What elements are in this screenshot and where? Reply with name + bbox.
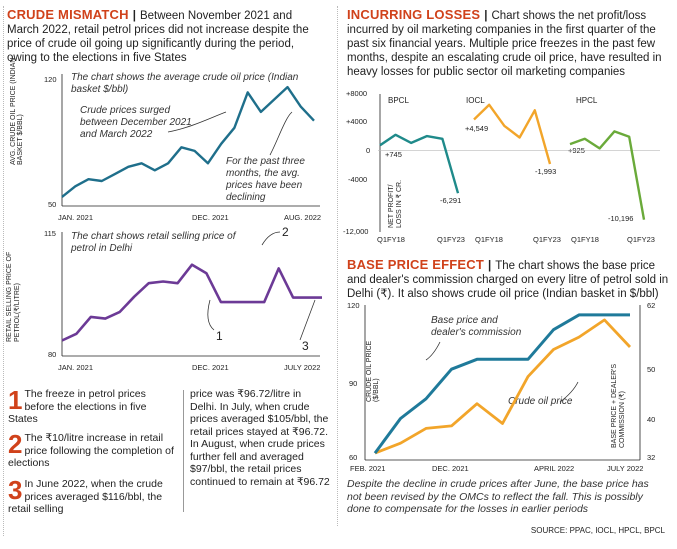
note-1-text: The freeze in petrol prices before the e… [8, 388, 147, 425]
chart1-ymax: 120 [44, 75, 57, 84]
losses-ytick-4: -12,000 [343, 227, 369, 236]
bpcl-first-value: +745 [385, 150, 402, 159]
marker-1: 1 [216, 329, 223, 343]
chart1-x0: JAN. 2021 [58, 213, 94, 222]
losses-ytick-1: +4000 [346, 117, 368, 126]
base-header: BASE PRICE EFFECT | The chart shows the ba… [347, 257, 669, 301]
losses-intro: Chart shows the net profit/loss incurred… [347, 10, 662, 78]
bpcl-x1: Q1FY23 [437, 235, 465, 244]
notes-col-divider [183, 390, 184, 512]
chart2-note: The chart shows retail selling price of … [71, 231, 236, 254]
note-3-text: In June 2022, when the crude prices aver… [8, 478, 163, 515]
note-3: 3 In June 2022, when the crude prices ave… [8, 475, 180, 516]
chart2-x1: DEC. 2021 [192, 363, 229, 372]
chart2-ymax: 115 [44, 229, 56, 238]
note-3-number: 3 [8, 475, 23, 505]
base-right-tick-3: 32 [647, 453, 656, 462]
base-right-tick-0: 62 [647, 301, 656, 310]
chart2-arrow-1 [207, 299, 215, 331]
iocl-last-value: -1,993 [535, 167, 557, 176]
crude-intro: Between November 2021 and March 2022, re… [7, 10, 309, 64]
note-2-number: 2 [8, 429, 23, 459]
base-x2: APRIL 2022 [534, 464, 575, 473]
losses-ytick-0: +8000 [346, 89, 368, 98]
marker-3: 3 [302, 339, 309, 353]
crude-header: CRUDE MISMATCH | Between November 2021 and… [7, 7, 309, 65]
note-1: 1 The freeze in petrol prices before the … [8, 385, 178, 426]
chart1-arrow-surge [167, 111, 227, 133]
base-left-tick-0: 120 [347, 301, 360, 310]
hpcl-last-value: -10,196 [608, 214, 634, 223]
base-intro: The chart shows the base price and deale… [347, 260, 669, 300]
losses-kicker: INCURRING LOSSES [347, 7, 481, 22]
base-footnote: Despite the decline in crude prices afte… [347, 478, 649, 515]
losses-line-hpcl [569, 130, 646, 220]
losses-ytick-3: -4000 [348, 175, 368, 184]
chart1-annotation-decline: For the past three months, the avg. pric… [226, 156, 305, 203]
base-x1: DEC. 2021 [432, 464, 469, 473]
chart2-x2: JULY 2022 [284, 363, 321, 372]
base-left-tick-2: 60 [349, 453, 358, 462]
chart1-arrow-decline [269, 111, 293, 156]
chart2-arrow-2 [261, 231, 281, 246]
chart1-note: The chart shows the average crude oil pr… [71, 72, 299, 95]
base-arrow-base [425, 341, 441, 361]
center-divider [337, 6, 338, 526]
note-2: 2 The ₹10/litre increase in retail price … [8, 429, 183, 470]
base-x0: FEB. 2021 [350, 464, 386, 473]
hpcl-x1: Q1FY23 [627, 235, 655, 244]
losses-line-bpcl [379, 133, 460, 194]
left-divider [3, 6, 4, 536]
marker-2: 2 [282, 225, 289, 239]
losses-ytick-2: 0 [366, 146, 371, 155]
base-left-tick-1: 90 [349, 379, 358, 388]
base-kicker: BASE PRICE EFFECT [347, 257, 485, 272]
bpcl-last-value: -6,291 [440, 196, 462, 205]
source-note: SOURCE: PPAC, IOCL, HPCL, BPCL [530, 526, 665, 535]
losses-line-iocl [473, 103, 552, 165]
base-price-line [373, 313, 630, 454]
chart1-plot [61, 74, 320, 207]
chart1-x2: AUG. 2022 [284, 213, 322, 222]
base-x3: JULY 2022 [607, 464, 644, 473]
bpcl-x0: Q1FY18 [377, 235, 405, 244]
base-arrow-crude [559, 381, 579, 403]
iocl-x1: Q1FY23 [533, 235, 561, 244]
chart1-annotation-surge: Crude prices surged between December 202… [80, 105, 192, 140]
chart2-x0: JAN. 2021 [58, 363, 94, 372]
chart1-crude-line [61, 85, 315, 198]
chart2-ymin: 80 [48, 350, 57, 359]
iocl-label: IOCL [466, 96, 485, 105]
iocl-first-value: +4,549 [465, 124, 489, 133]
chart2-retail-line [61, 263, 322, 342]
chart1-ymin: 50 [48, 200, 57, 209]
base-right-tick-2: 40 [647, 415, 656, 424]
losses-header: INCURRING LOSSES | Chart shows the net pro… [347, 7, 662, 79]
note-2-text: The ₹10/litre increase in retail price f… [8, 432, 174, 469]
hpcl-x0: Q1FY18 [571, 235, 599, 244]
hpcl-label: HPCL [576, 96, 598, 105]
base-plot [364, 305, 641, 461]
losses-plot [378, 94, 660, 232]
crude-annotation: Crude oil price [508, 396, 573, 407]
base-annotation: Base price and dealer's commission [431, 315, 522, 338]
base-right-tick-1: 50 [647, 365, 656, 374]
chart2-arrow-3 [299, 299, 316, 341]
bpcl-label: BPCL [388, 96, 409, 105]
chart2-plot [61, 231, 322, 357]
iocl-x0: Q1FY18 [475, 235, 503, 244]
base-crude-line [374, 318, 632, 455]
crude-kicker: CRUDE MISMATCH [7, 7, 129, 22]
note-3-continued: price was ₹96.72/litre in Delhi. In July… [190, 388, 330, 488]
chart1-x1: DEC. 2021 [192, 213, 229, 222]
note-1-number: 1 [8, 385, 23, 415]
